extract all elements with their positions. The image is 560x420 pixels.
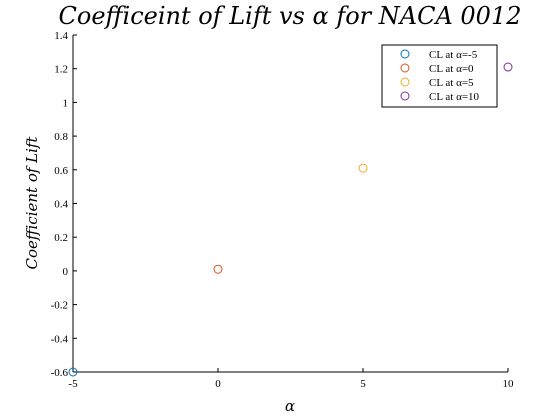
legend-marker bbox=[400, 77, 410, 87]
x-tick-label: 10 bbox=[503, 378, 515, 390]
legend-marker bbox=[400, 49, 410, 59]
y-tick-label: 0.2 bbox=[54, 232, 68, 244]
y-tick-label: 0.6 bbox=[54, 165, 68, 177]
x-tick-label: -5 bbox=[68, 378, 78, 390]
y-tick-label: 0 bbox=[63, 266, 69, 278]
data-point bbox=[503, 62, 513, 72]
y-tick-label: 0.8 bbox=[54, 131, 68, 143]
legend-label: CL at α=-5 bbox=[429, 49, 478, 61]
y-tick-label: 1.2 bbox=[54, 64, 68, 76]
x-tick-label: 0 bbox=[215, 378, 221, 390]
data-point bbox=[358, 163, 368, 173]
legend-marker bbox=[400, 63, 410, 73]
y-tick-label: -0.2 bbox=[51, 300, 68, 312]
legend-marker bbox=[400, 91, 410, 101]
chart-title: Coefficeint of Lift vs α for NACA 0012 bbox=[59, 2, 522, 30]
y-tick-label: 1.4 bbox=[54, 30, 68, 42]
y-tick-label: 1 bbox=[63, 97, 69, 109]
x-tick-label: 5 bbox=[360, 378, 366, 390]
legend-label: CL at α=0 bbox=[429, 63, 474, 75]
data-point bbox=[68, 367, 78, 377]
ticks: -5 0 5 10 -0.6 -0.4 -0.2 0 0.2 0.4 0.6 0.8 1 1.2 1.4 bbox=[51, 30, 514, 390]
y-axis-label: Coefficient of Lift bbox=[23, 136, 41, 270]
legend: CL at α=-5 CL at α=0 CL at α=5 CL at α=10 bbox=[381, 44, 498, 108]
x-axis-label: α bbox=[285, 397, 295, 415]
y-tick-label: -0.6 bbox=[51, 367, 69, 379]
legend-label: CL at α=10 bbox=[429, 91, 480, 103]
data-point bbox=[213, 264, 223, 274]
legend-label: CL at α=5 bbox=[429, 77, 474, 89]
y-tick-label: 0.4 bbox=[54, 199, 68, 211]
y-tick-label: -0.4 bbox=[51, 333, 69, 345]
data-points bbox=[68, 62, 513, 377]
